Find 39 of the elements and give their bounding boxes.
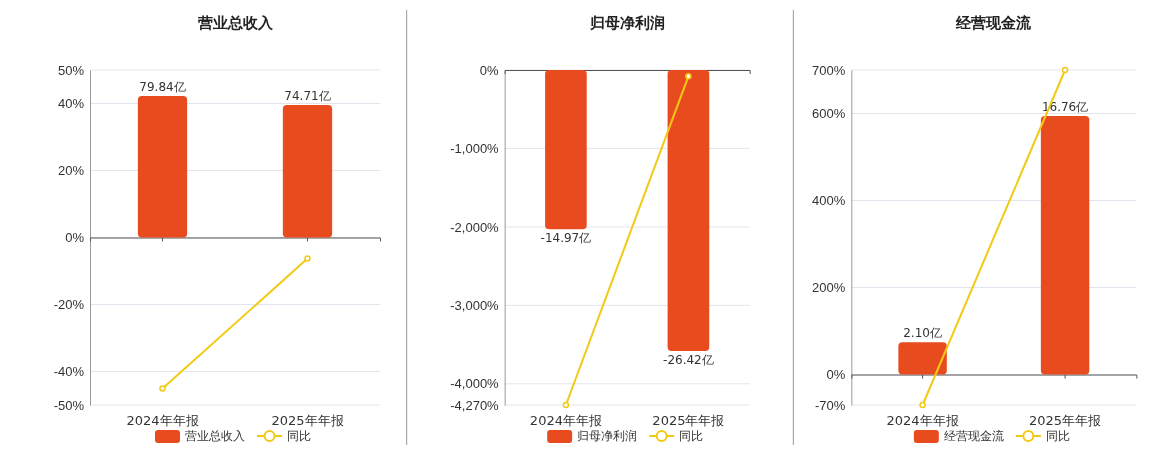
y-tick-label: 40% — [57, 96, 85, 112]
y-tick-label: 50% — [57, 62, 85, 78]
x-tick-label: 2025年年报 — [271, 413, 344, 428]
x-tick-label: 2024年年报 — [886, 413, 959, 428]
x-tick-label: 2024年年报 — [529, 413, 602, 428]
data-label: 74.71亿 — [284, 89, 331, 104]
legend-label: 同比 — [287, 429, 311, 443]
x-tick-label: 2025年年报 — [1029, 413, 1102, 428]
data-label: 79.84亿 — [139, 79, 186, 94]
y-tick-label: 0% — [826, 367, 846, 383]
y-tick-label: 200% — [812, 280, 846, 296]
y-tick-label: -70% — [814, 397, 846, 413]
y-tick-label: -3,000% — [450, 298, 500, 314]
data-label: -26.42亿 — [663, 352, 714, 367]
chart-title: 经营现金流 — [955, 14, 1033, 32]
data-label: -14.97亿 — [540, 231, 592, 246]
y-tick-label: -1,000% — [450, 141, 500, 157]
y-tick-label: -4,270% — [450, 397, 500, 413]
legend-label: 归母净利润 — [577, 429, 638, 443]
y-tick-label: 600% — [812, 106, 846, 122]
y-tick-label: 0% — [479, 62, 500, 78]
legend-label: 同比 — [1045, 429, 1070, 443]
y-tick-label: 700% — [812, 62, 846, 78]
y-tick-label: -20% — [53, 297, 85, 313]
chart-title: 归母净利润 — [588, 14, 665, 32]
y-tick-label: 0% — [65, 230, 85, 246]
y-tick-label: 400% — [812, 193, 846, 209]
x-tick-label: 2024年年报 — [126, 413, 199, 428]
legend-label: 同比 — [679, 429, 704, 443]
legend-label: 经营现金流 — [943, 429, 1004, 443]
y-tick-label: 20% — [57, 163, 85, 179]
x-tick-label: 2025年年报 — [652, 413, 725, 428]
y-tick-label: -2,000% — [450, 219, 500, 235]
legend-label: 营业总收入 — [185, 429, 245, 443]
y-tick-label: -4,000% — [450, 376, 500, 392]
y-tick-label: -50% — [53, 397, 85, 413]
y-tick-label: -40% — [53, 364, 85, 380]
chart-title: 营业总收入 — [196, 14, 274, 32]
data-label: 2.10亿 — [903, 326, 942, 341]
